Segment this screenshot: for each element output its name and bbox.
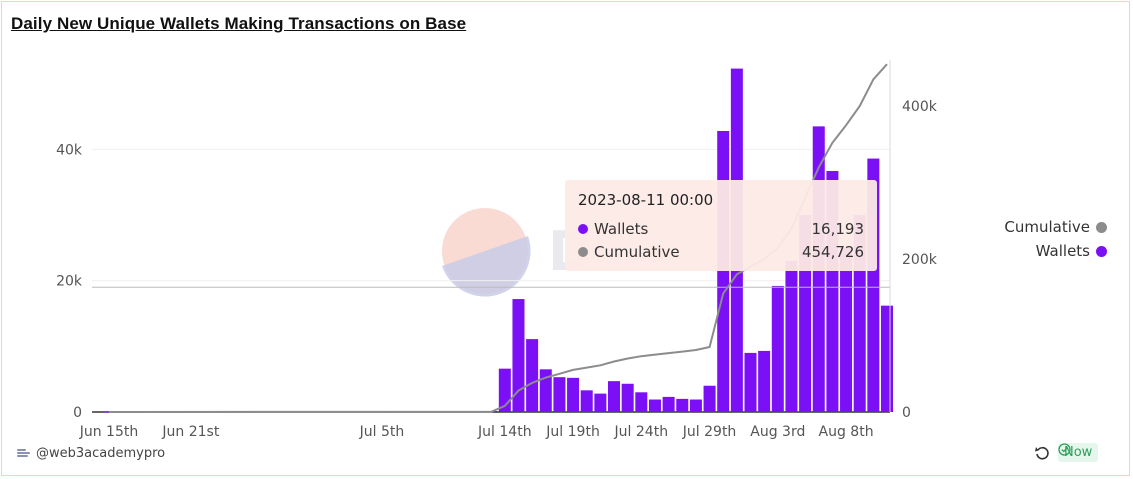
x-tick-label: Jul 5th: [359, 424, 405, 440]
x-axis-ticks: Jun 15th Jun 21st Jul 5th Jul 14th Jul 19th J…: [79, 424, 874, 440]
chart-title[interactable]: Daily New Unique Wallets Making Transact…: [11, 14, 467, 33]
bar-wallets: [785, 260, 798, 412]
chart-tooltip: 2023-08-11 00:00 Wallets 16,193 Cumulati…: [565, 180, 877, 271]
bar-wallets: [635, 392, 648, 412]
line-series-cumulative: [108, 63, 888, 413]
bar-wallets: [758, 350, 771, 412]
bar-wallets: [594, 393, 607, 412]
y-right-tick-label: 400k: [902, 99, 938, 115]
legend-label-wallets: Wallets: [1035, 242, 1090, 260]
bar-wallets: [840, 247, 853, 412]
tooltip-date: 2023-08-11 00:00: [578, 191, 714, 209]
bar-wallets: [553, 377, 566, 412]
bar-wallets: [662, 396, 675, 412]
bar-wallets: [621, 383, 634, 412]
tooltip-wallets-label: Wallets: [594, 220, 649, 238]
tooltip-row-wallets: Wallets 16,193: [578, 220, 864, 238]
bar-wallets: [717, 130, 730, 413]
bar-wallets: [703, 385, 716, 412]
status-badge[interactable]: Now: [1058, 443, 1099, 462]
y-right-tick-label: 200k: [902, 252, 938, 268]
tooltip-wallets-value: 16,193: [811, 220, 865, 238]
y-left-tick-label: 20k: [56, 274, 83, 290]
status-label: Now: [1064, 445, 1093, 460]
legend-dot-cumulative: [1096, 221, 1107, 233]
x-tick-label: Jul 29th: [682, 424, 737, 440]
x-tick-label: Aug 3rd: [750, 424, 805, 440]
bar-wallets: [744, 352, 757, 412]
tooltip-dot-cumulative: [578, 247, 588, 257]
legend-dot-wallets: [1096, 245, 1107, 257]
footer-author[interactable]: @web3academypro: [17, 446, 165, 461]
bar-wallets: [608, 381, 621, 412]
bar-wallets: [689, 399, 702, 412]
bar-wallets: [771, 285, 784, 412]
x-tick-label: Jun 15th: [79, 424, 139, 440]
author-username: @web3academypro: [36, 446, 166, 461]
right-axis-ticks: 0 200k 400k: [902, 99, 938, 421]
legend-label-cumulative: Cumulative: [1004, 218, 1090, 236]
bar-wallets: [526, 339, 539, 412]
refresh-icon[interactable]: [1034, 445, 1050, 461]
x-tick-label: Jul 19th: [545, 424, 600, 440]
brand-logo-icon: [17, 449, 30, 458]
bar-wallets: [512, 299, 525, 412]
tooltip-cumulative-value: 454,726: [801, 243, 864, 261]
bar-wallets: [539, 369, 552, 412]
bar-wallets: [567, 377, 580, 412]
y-right-tick-label: 0: [902, 405, 911, 421]
x-tick-label: Jul 24th: [614, 424, 669, 440]
x-tick-label: Jul 14th: [477, 424, 532, 440]
bar-wallets: [648, 399, 661, 412]
y-left-tick-label: 0: [73, 405, 82, 421]
tooltip-cumulative-label: Cumulative: [594, 243, 680, 261]
left-axis-ticks: 0 20k 40k: [56, 142, 83, 421]
x-tick-label: Jun 21st: [161, 424, 219, 440]
bar-wallets: [580, 390, 593, 412]
tooltip-dot-wallets: [578, 224, 588, 234]
bar-wallets: [880, 305, 894, 412]
x-tick-label: Aug 8th: [819, 424, 874, 440]
bar-wallets: [676, 398, 689, 412]
check-circle-icon: [1058, 443, 1071, 456]
tooltip-row-cumulative: Cumulative 454,726: [578, 243, 864, 261]
legend-item-cumulative[interactable]: Cumulative: [1004, 218, 1107, 236]
y-left-tick-label: 40k: [56, 142, 83, 158]
legend-item-wallets[interactable]: Wallets: [1036, 242, 1107, 260]
